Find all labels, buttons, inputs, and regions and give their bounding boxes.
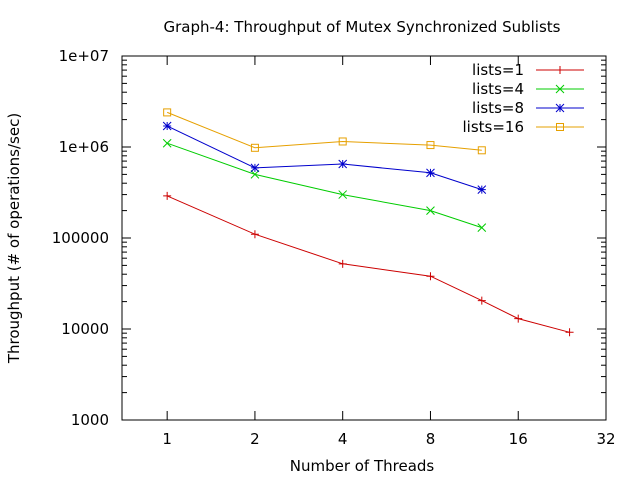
- y-axis-title: Throughput (# of operations/sec): [5, 113, 23, 364]
- legend-item: lists=16: [462, 118, 584, 136]
- data-point: [477, 296, 486, 305]
- series-lists-1: [163, 191, 574, 337]
- y-tick-label: 1e+07: [59, 47, 109, 65]
- legend-marker: [556, 66, 564, 74]
- legend-label: lists=16: [462, 118, 524, 136]
- series-lists-16: [163, 108, 486, 155]
- data-point: [426, 206, 435, 215]
- data-point: [338, 190, 348, 199]
- data-point: [338, 137, 347, 146]
- data-point: [426, 168, 435, 178]
- data-point: [250, 143, 259, 152]
- y-tick-label: 10000: [61, 320, 109, 338]
- data-point: [426, 141, 435, 150]
- data-point: [514, 314, 523, 323]
- data-point: [477, 223, 487, 232]
- data-point: [250, 230, 259, 239]
- series-line: [167, 142, 482, 229]
- data-point: [162, 121, 172, 131]
- data-point: [338, 159, 348, 169]
- x-tick-label: 4: [338, 430, 348, 448]
- x-tick-label: 32: [596, 430, 615, 448]
- legend-item: lists=4: [472, 80, 584, 98]
- legend-marker: [555, 103, 565, 113]
- legend-label: lists=4: [472, 80, 524, 98]
- series-line: [166, 125, 482, 191]
- legend-item: lists=8: [472, 99, 584, 117]
- legend-label: lists=1: [472, 61, 524, 79]
- data-point: [163, 191, 172, 200]
- series-lists-8: [162, 121, 487, 194]
- plot-frame: [121, 55, 607, 421]
- x-tick-label: 2: [250, 430, 260, 448]
- data-point: [477, 185, 487, 194]
- data-point: [250, 163, 260, 173]
- legend-marker: [555, 84, 565, 94]
- x-tick-label: 16: [509, 430, 528, 448]
- x-axis-title: Number of Threads: [290, 457, 435, 475]
- legend-label: lists=8: [472, 99, 524, 117]
- series-line: [166, 195, 570, 333]
- legend-item: lists=1: [472, 61, 584, 79]
- data-point: [565, 328, 574, 337]
- y-tick-label: 100000: [52, 229, 109, 247]
- y-tick-label: 1000: [71, 411, 109, 429]
- data-point: [426, 272, 435, 281]
- y-tick-label: 1e+06: [59, 138, 109, 156]
- axis-ticks: 1 2 4 8 16 32 1000 10000 100000 1e+06 1e+07: [52, 47, 616, 448]
- data-point: [163, 108, 172, 117]
- series-group: [162, 108, 574, 337]
- series-line: [167, 111, 482, 151]
- x-tick-label: 1: [162, 430, 172, 448]
- data-point: [477, 146, 486, 155]
- x-tick-label: 8: [426, 430, 436, 448]
- chart-title: Graph-4: Throughput of Mutex Synchronize…: [164, 18, 561, 36]
- data-point: [162, 138, 172, 148]
- legend-marker: [556, 123, 564, 131]
- data-point: [338, 259, 347, 268]
- series-lists-4: [162, 138, 487, 232]
- data-point: [250, 170, 260, 179]
